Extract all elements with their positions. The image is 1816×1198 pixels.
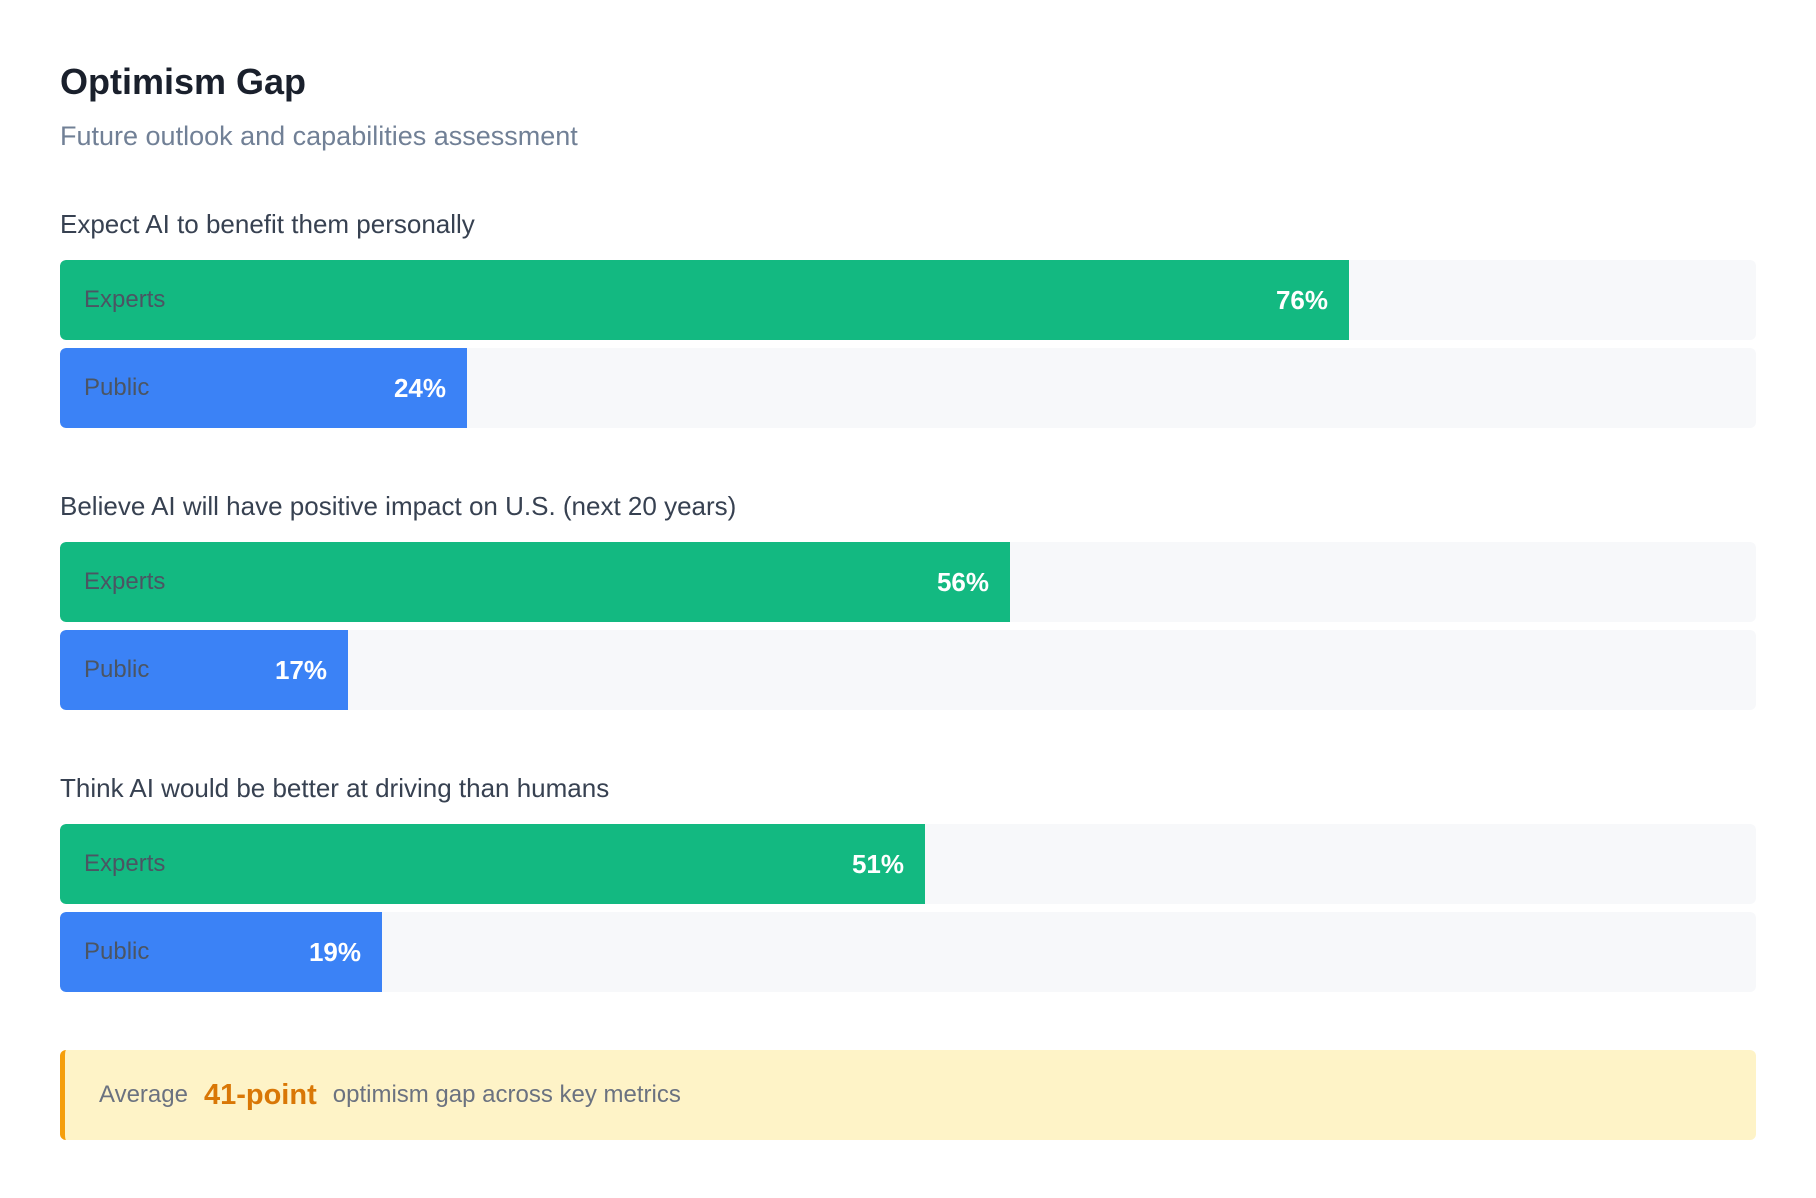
- bar-track-experts: Experts 76%: [60, 260, 1756, 340]
- series-label-public: Public: [84, 374, 150, 401]
- value-label-experts: 51%: [851, 849, 904, 879]
- bar-track-public: Public 17%: [60, 630, 1756, 710]
- chart-subtitle: Future outlook and capabilities assessme…: [60, 121, 578, 151]
- summary-callout: Average 41-point optimism gap across key…: [60, 1050, 1756, 1140]
- series-label-public: Public: [84, 938, 150, 965]
- chart-title: Optimism Gap: [60, 61, 307, 102]
- category-label: Expect AI to benefit them personally: [60, 209, 475, 239]
- bar-group: Think AI would be better at driving than…: [60, 772, 1756, 992]
- bar-track-public: Public 19%: [60, 912, 1756, 992]
- value-label-public: 19%: [308, 937, 361, 967]
- value-label-public: 17%: [274, 655, 327, 685]
- bar-experts: [60, 824, 925, 904]
- series-label-experts: Experts: [84, 286, 166, 313]
- bar-track-public: Public 24%: [60, 348, 1756, 428]
- bar-track-experts: Experts 56%: [60, 542, 1756, 622]
- value-label-experts: 56%: [936, 567, 989, 597]
- series-label-experts: Experts: [84, 568, 166, 595]
- bar-public: [60, 630, 348, 710]
- value-label-public: 24%: [393, 373, 446, 403]
- bar-groups: Expect AI to benefit them personally Expe…: [60, 208, 1756, 992]
- bar-track-experts: Experts 51%: [60, 824, 1756, 904]
- bar-public: [60, 912, 382, 992]
- callout-suffix: optimism gap across key metrics: [332, 1081, 681, 1108]
- category-label: Think AI would be better at driving than…: [60, 773, 610, 803]
- series-label-public: Public: [84, 656, 150, 683]
- callout-prefix: Average: [99, 1081, 188, 1108]
- callout-highlight: 41-point: [203, 1078, 317, 1111]
- bar-public: [60, 348, 467, 428]
- value-label-experts: 76%: [1275, 285, 1328, 315]
- bar-experts: [60, 542, 1010, 622]
- bar-group: Believe AI will have positive impact on …: [60, 490, 1756, 710]
- category-label: Believe AI will have positive impact on …: [60, 491, 737, 521]
- bar-experts: [60, 260, 1349, 340]
- bar-group: Expect AI to benefit them personally Expe…: [60, 208, 1756, 428]
- series-label-experts: Experts: [84, 850, 166, 877]
